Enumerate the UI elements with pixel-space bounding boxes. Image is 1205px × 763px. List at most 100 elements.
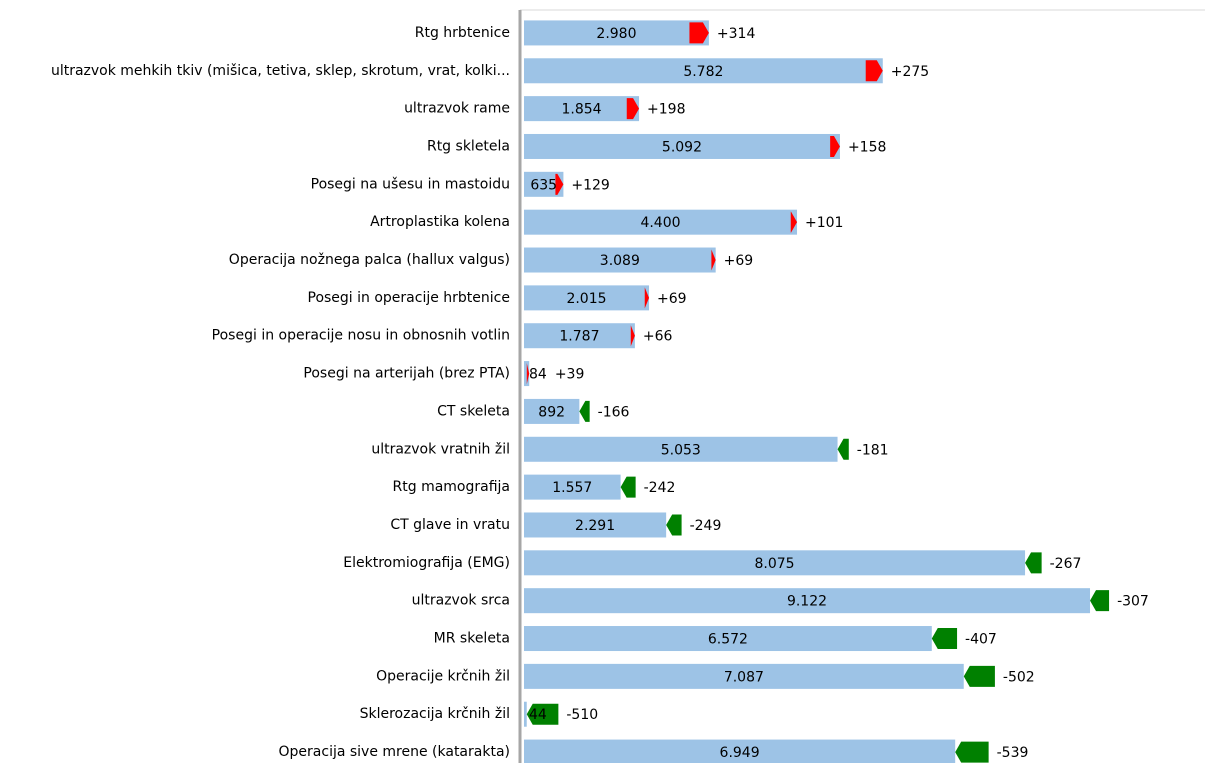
change-arrow	[865, 60, 883, 82]
change-label: +129	[571, 177, 609, 193]
value-label: 2.015	[566, 291, 606, 307]
category-label: Rtg skletela	[427, 138, 510, 154]
value-label: 6.949	[720, 745, 760, 761]
category-label: ultrazvok rame	[404, 101, 510, 117]
change-label: +69	[657, 291, 687, 307]
change-arrow	[579, 400, 590, 422]
value-label: 3.089	[600, 253, 640, 269]
value-label: 8.075	[754, 556, 794, 572]
change-arrow	[837, 438, 849, 460]
category-label: CT skeleta	[437, 403, 510, 419]
change-arrow	[526, 703, 559, 725]
value-label: 5.092	[662, 139, 702, 155]
bar	[524, 58, 883, 84]
bar	[524, 701, 527, 727]
value-label: 6.572	[708, 632, 748, 648]
change-arrow	[666, 514, 682, 536]
change-label: -307	[1117, 594, 1149, 610]
change-label: +275	[891, 64, 929, 80]
bar	[524, 96, 640, 122]
change-label: -181	[857, 442, 889, 458]
change-label: -502	[1003, 669, 1035, 685]
value-label: 44	[529, 707, 547, 723]
bar	[524, 209, 798, 235]
category-label: Operacija nožnega palca (hallux valgus)	[229, 252, 510, 268]
category-label: Artroplastika kolena	[370, 214, 510, 230]
value-label: 1.557	[552, 480, 592, 496]
bar	[524, 398, 580, 424]
change-arrow	[620, 476, 636, 498]
value-label: 1.787	[559, 329, 599, 345]
change-arrow	[626, 98, 640, 120]
category-label: CT glave in vratu	[390, 517, 510, 533]
change-label: +66	[643, 329, 673, 345]
bar	[524, 550, 1026, 576]
bar	[524, 133, 840, 159]
change-arrow	[790, 211, 798, 233]
category-label: ultrazvok mehkih tkiv (mišica, tetiva, s…	[51, 63, 510, 79]
change-arrow	[630, 325, 635, 347]
bar	[524, 20, 709, 46]
change-arrow	[526, 363, 530, 385]
bar	[524, 663, 964, 689]
value-label: 7.087	[724, 669, 764, 685]
category-label: Sklerozacija krčnih žil	[360, 706, 510, 722]
change-arrow	[644, 287, 650, 309]
bar	[524, 739, 956, 763]
value-label: 5.053	[661, 442, 701, 458]
change-label: +101	[805, 215, 843, 231]
category-label: Rtg hrbtenice	[415, 25, 510, 41]
change-label: -510	[566, 707, 598, 723]
value-label: 4.400	[640, 215, 680, 231]
change-arrow	[830, 135, 840, 157]
value-label: 84	[529, 367, 547, 383]
value-label: 5.782	[683, 64, 723, 80]
change-arrow	[555, 173, 564, 195]
value-label: 1.854	[561, 102, 601, 118]
change-label: -407	[965, 632, 997, 648]
category-label: Operacija sive mrene (katarakta)	[279, 744, 510, 760]
bar	[524, 588, 1091, 614]
change-arrow	[1090, 590, 1110, 612]
change-label: -267	[1050, 556, 1082, 572]
bar	[524, 361, 530, 387]
value-label: 2.980	[596, 26, 636, 42]
change-label: -242	[644, 480, 676, 496]
category-label: Posegi in operacije nosu in obnosnih vot…	[212, 328, 510, 344]
value-label: 9.122	[787, 594, 827, 610]
change-label: -539	[997, 745, 1029, 761]
category-label: Operacije krčnih žil	[376, 668, 510, 684]
category-label: ultrazvok vratnih žil	[371, 441, 510, 457]
change-arrow	[931, 628, 958, 650]
change-label: +198	[647, 102, 685, 118]
bar	[524, 285, 650, 311]
category-label: Posegi na arterijah (brez PTA)	[303, 366, 510, 382]
bar	[524, 512, 667, 538]
category-label: Rtg mamografija	[393, 479, 510, 495]
change-label: +158	[848, 139, 886, 155]
category-label: Posegi na ušesu in mastoidu	[311, 176, 510, 192]
value-label: 2.291	[575, 518, 615, 534]
change-label: -166	[598, 404, 630, 420]
change-arrow	[689, 22, 709, 44]
change-label: +39	[555, 367, 585, 383]
change-arrow	[711, 249, 716, 271]
change-label: -249	[690, 518, 722, 534]
change-arrow	[963, 665, 995, 687]
change-arrow	[1025, 552, 1042, 574]
category-label: ultrazvok srca	[412, 593, 510, 609]
change-label: +69	[724, 253, 754, 269]
category-label: MR skeleta	[434, 631, 510, 647]
bar	[524, 323, 635, 349]
bar	[524, 247, 716, 273]
category-label: Elektromiografija (EMG)	[343, 555, 510, 571]
change-label: +314	[717, 26, 756, 42]
bar	[524, 474, 621, 500]
category-label: Posegi in operacije hrbtenice	[308, 290, 511, 306]
bar	[524, 626, 932, 652]
value-label: 635	[530, 177, 557, 193]
change-arrow	[955, 741, 989, 763]
value-label: 892	[538, 404, 565, 420]
bar	[524, 436, 838, 462]
